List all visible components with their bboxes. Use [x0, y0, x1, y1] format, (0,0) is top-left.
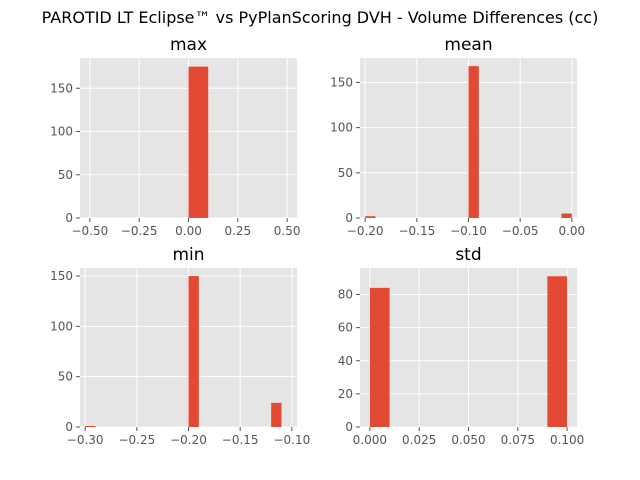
histogram-bar: [547, 276, 568, 427]
y-tick-label: 150: [50, 269, 73, 283]
y-tick-label: 0: [65, 211, 73, 225]
y-tick-label: 40: [338, 354, 353, 368]
y-tick-label: 50: [338, 166, 353, 180]
x-tick-label: −0.10: [450, 224, 487, 238]
x-tick-label: −0.20: [170, 433, 207, 447]
x-tick-label: −0.25: [121, 224, 158, 238]
x-tick-label: 0.00: [175, 224, 202, 238]
x-tick-label: −0.15: [398, 224, 435, 238]
subplot-title: max: [170, 35, 207, 55]
histogram-bar: [468, 66, 479, 218]
x-tick-label: 0.25: [224, 224, 251, 238]
histogram-bar: [188, 66, 209, 218]
subplot-std: 0.000 0.025 0.050 0.075 0.100 0 20 40 60 80 std: [338, 245, 585, 447]
y-tick-label: 100: [330, 121, 353, 135]
x-tick-label: −0.30: [67, 433, 104, 447]
subplot-title: std: [455, 245, 481, 265]
x-tick-label: 0.50: [274, 224, 301, 238]
x-tick-label: 0.100: [550, 433, 584, 447]
subplot-min: −0.30 −0.25 −0.20 −0.15 −0.10 0 50 100 150 min: [50, 245, 310, 447]
x-tick-label: 0.00: [558, 224, 585, 238]
figure-title: PAROTID LT Eclipse™ vs PyPlanScoring DVH…: [42, 8, 599, 27]
y-tick-label: 60: [338, 321, 353, 335]
y-tick-label: 80: [338, 288, 353, 302]
x-tick-label: −0.10: [273, 433, 310, 447]
histogram-bar: [369, 287, 390, 427]
x-tick-label: 0.025: [402, 433, 436, 447]
y-tick-label: 100: [50, 125, 73, 139]
x-tick-label: −0.05: [502, 224, 539, 238]
histogram-bar: [561, 213, 572, 218]
y-tick-label: 150: [50, 81, 73, 95]
x-tick-label: 0.075: [501, 433, 535, 447]
y-tick-label: 20: [338, 387, 353, 401]
x-tick-label: −0.20: [347, 224, 384, 238]
x-tick-label: 0.050: [451, 433, 485, 447]
histogram-bar: [188, 276, 199, 427]
y-tick-label: 0: [65, 420, 73, 434]
y-tick-label: 50: [58, 168, 73, 182]
x-tick-label: −0.15: [222, 433, 259, 447]
y-tick-label: 0: [345, 420, 353, 434]
y-tick-label: 50: [58, 370, 73, 384]
histogram-bar: [85, 425, 96, 427]
subplot-mean: −0.20 −0.15 −0.10 −0.05 0.00 0 50 100 150 mean: [330, 35, 585, 238]
y-tick-label: 100: [50, 319, 73, 333]
histogram-bar: [365, 216, 376, 218]
histogram-bar: [271, 402, 282, 427]
x-tick-label: 0.000: [353, 433, 387, 447]
y-tick-label: 150: [330, 75, 353, 89]
subplot-title: mean: [444, 35, 492, 55]
subplot-max: −0.50 −0.25 0.00 0.25 0.50 0 50 100 150 max: [50, 35, 300, 238]
x-tick-label: −0.50: [71, 224, 108, 238]
subplot-title: min: [172, 245, 204, 265]
x-tick-label: −0.25: [118, 433, 155, 447]
y-tick-label: 0: [345, 211, 353, 225]
